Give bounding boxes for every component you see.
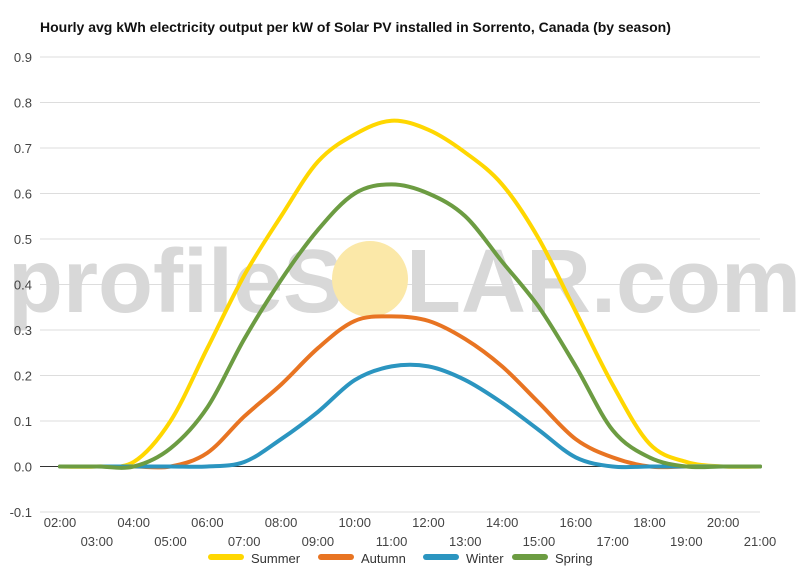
y-tick-label: 0.4 xyxy=(14,278,32,293)
x-tick-label: 02:00 xyxy=(44,515,77,530)
legend-label-summer: Summer xyxy=(251,551,301,566)
x-tick-label: 16:00 xyxy=(560,515,593,530)
x-tick-label: 09:00 xyxy=(302,534,335,549)
x-tick-label: 21:00 xyxy=(744,534,777,549)
x-tick-label: 11:00 xyxy=(376,534,408,549)
y-axis: -0.1 0.0 0.1 0.2 0.3 0.4 0.5 0.6 0.7 0.8 0.9 xyxy=(10,50,32,520)
watermark-sun-icon xyxy=(332,241,408,317)
x-tick-label: 20:00 xyxy=(707,515,740,530)
legend-label-spring: Spring xyxy=(555,551,593,566)
legend: Summer Autumn Winter Spring xyxy=(208,551,593,566)
y-tick-label: -0.1 xyxy=(10,505,32,520)
x-tick-label: 06:00 xyxy=(191,515,224,530)
grid xyxy=(40,56,760,513)
watermark-text-left: profileS xyxy=(8,232,343,332)
y-tick-label: 0.6 xyxy=(14,187,32,202)
series-line-winter xyxy=(58,362,762,470)
watermark: profileS LAR.com xyxy=(8,232,800,332)
y-tick-label: 0.3 xyxy=(14,323,32,338)
y-tick-label: 0.5 xyxy=(14,232,32,247)
chart-title: Hourly avg kWh electricity output per kW… xyxy=(40,19,671,35)
watermark-text-right: LAR.com xyxy=(406,232,800,332)
series-lines xyxy=(58,118,762,470)
y-tick-label: 0.9 xyxy=(14,50,32,65)
x-tick-label: 04:00 xyxy=(117,515,150,530)
y-tick-label: 0.1 xyxy=(14,414,32,429)
x-tick-label: 15:00 xyxy=(523,534,556,549)
y-tick-label: 0.2 xyxy=(14,369,32,384)
y-tick-label: 0.8 xyxy=(14,96,32,111)
legend-swatch-summer xyxy=(208,554,244,560)
legend-swatch-autumn xyxy=(318,554,354,560)
x-tick-label: 18:00 xyxy=(633,515,666,530)
x-tick-label: 10:00 xyxy=(338,515,371,530)
legend-swatch-winter xyxy=(423,554,459,560)
x-tick-label: 14:00 xyxy=(486,515,519,530)
x-tick-label: 13:00 xyxy=(449,534,482,549)
series-line-autumn xyxy=(58,314,762,470)
series-line-summer xyxy=(58,118,762,469)
x-tick-label: 17:00 xyxy=(596,534,629,549)
legend-label-autumn: Autumn xyxy=(361,551,406,566)
legend-label-winter: Winter xyxy=(466,551,504,566)
x-tick-label: 07:00 xyxy=(228,534,261,549)
x-tick-label: 19:00 xyxy=(670,534,703,549)
y-tick-label: 0.0 xyxy=(14,460,32,475)
x-tick-label: 12:00 xyxy=(412,515,445,530)
x-tick-label: 08:00 xyxy=(265,515,298,530)
x-tick-label: 05:00 xyxy=(154,534,187,549)
legend-swatch-spring xyxy=(512,554,548,560)
y-tick-label: 0.7 xyxy=(14,141,32,156)
series-line-spring xyxy=(58,182,762,470)
x-tick-label: 03:00 xyxy=(81,534,114,549)
